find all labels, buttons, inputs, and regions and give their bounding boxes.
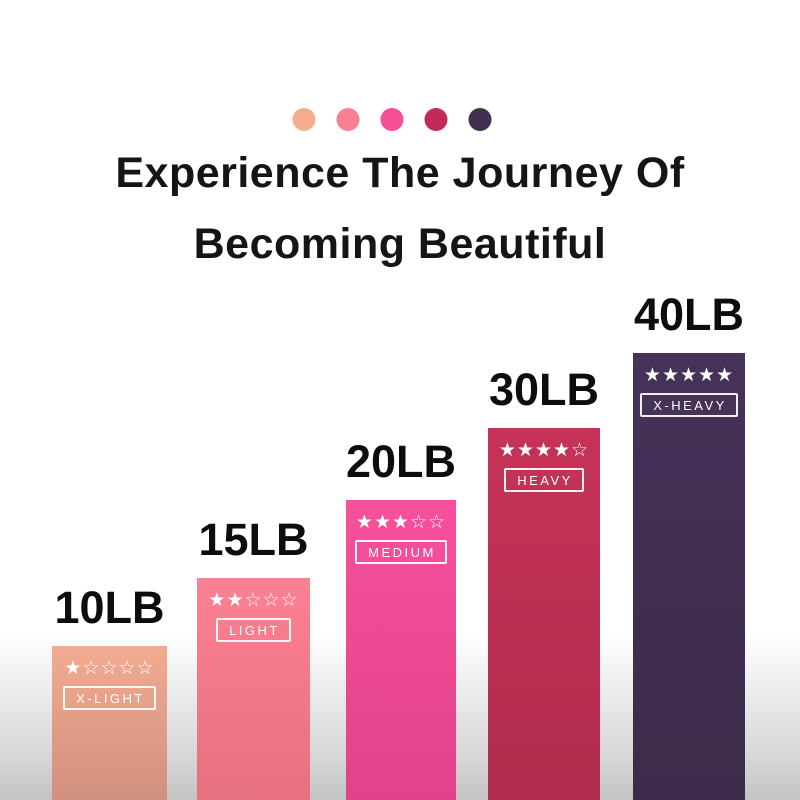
palette-dot-heavy bbox=[424, 108, 448, 131]
bar-group-20lb: 20LB ★★★☆☆ MEDIUM bbox=[346, 436, 456, 800]
page-title: Experience The Journey Of Becoming Beaut… bbox=[0, 138, 800, 280]
palette-dot-medium bbox=[380, 108, 404, 131]
resistance-tag-x-light: X-LIGHT bbox=[63, 686, 156, 710]
bar-group-40lb: 40LB ★★★★★ X-HEAVY bbox=[633, 289, 745, 800]
bar-10lb: ★☆☆☆☆ X-LIGHT bbox=[52, 646, 167, 800]
bar-group-15lb: 15LB ★★☆☆☆ LIGHT bbox=[197, 514, 310, 800]
bar-15lb: ★★☆☆☆ LIGHT bbox=[197, 578, 310, 800]
bar-group-10lb: 10LB ★☆☆☆☆ X-LIGHT bbox=[52, 582, 167, 800]
resistance-tag-x-heavy: X-HEAVY bbox=[640, 393, 738, 417]
palette-dot-x-heavy bbox=[468, 108, 492, 131]
resistance-tag-medium: MEDIUM bbox=[355, 540, 447, 564]
bar-weight-label: 30LB bbox=[488, 364, 600, 415]
star-rating-5-of-5: ★★★★★ bbox=[643, 364, 735, 386]
color-palette-dots bbox=[292, 108, 492, 131]
bar-weight-label: 20LB bbox=[345, 436, 457, 487]
star-rating-4-of-5: ★★★★☆ bbox=[498, 439, 590, 461]
bar-40lb: ★★★★★ X-HEAVY bbox=[633, 353, 745, 800]
star-rating-3-of-5: ★★★☆☆ bbox=[355, 511, 447, 533]
bar-weight-label: 40LB bbox=[633, 289, 745, 340]
page-title-line1: Experience The Journey Of bbox=[115, 149, 685, 197]
resistance-tag-light: LIGHT bbox=[216, 618, 291, 642]
star-rating-1-of-5: ★☆☆☆☆ bbox=[64, 657, 155, 679]
bar-weight-label: 15LB bbox=[198, 514, 309, 565]
page-title-line2: Becoming Beautiful bbox=[193, 220, 607, 268]
palette-dot-light bbox=[336, 108, 360, 131]
bar-30lb: ★★★★☆ HEAVY bbox=[488, 428, 600, 800]
palette-dot-x-light bbox=[292, 108, 316, 131]
bar-20lb: ★★★☆☆ MEDIUM bbox=[346, 500, 456, 800]
star-rating-2-of-5: ★★☆☆☆ bbox=[208, 589, 299, 611]
bar-weight-label: 10LB bbox=[54, 582, 165, 633]
resistance-tag-heavy: HEAVY bbox=[504, 468, 584, 492]
bar-group-30lb: 30LB ★★★★☆ HEAVY bbox=[488, 364, 600, 800]
